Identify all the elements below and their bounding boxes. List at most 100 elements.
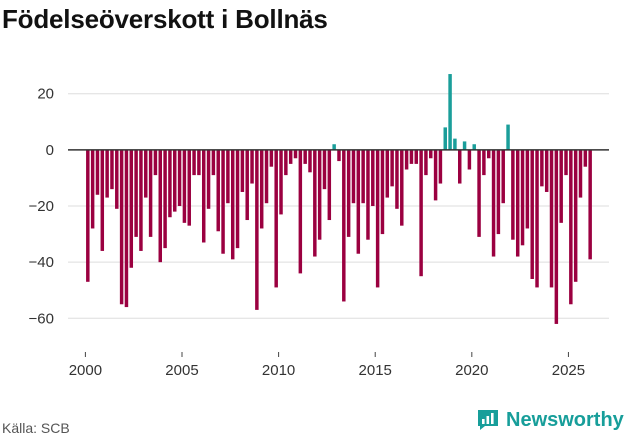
- bar: [559, 149, 563, 223]
- bar: [569, 149, 573, 305]
- x-tick-label: 2010: [262, 362, 295, 379]
- bar: [221, 149, 225, 254]
- bar: [573, 149, 578, 282]
- bar: [226, 149, 230, 204]
- bar: [240, 149, 245, 192]
- bar: [424, 149, 428, 176]
- bar: [139, 149, 143, 251]
- bar: [201, 149, 206, 243]
- bar: [332, 144, 336, 150]
- bar: [264, 149, 269, 204]
- bar: [535, 149, 539, 288]
- bar: [342, 149, 346, 302]
- bar: [530, 149, 534, 279]
- bar: [211, 149, 216, 176]
- bar: [303, 149, 307, 164]
- bar: [90, 149, 95, 229]
- bar: [578, 149, 583, 198]
- bar: [337, 149, 341, 162]
- bar: [168, 149, 172, 218]
- grid-lines: [68, 93, 609, 319]
- x-tick-label: 2025: [552, 362, 585, 379]
- bar: [86, 149, 90, 282]
- bar: [554, 149, 559, 324]
- bar: [515, 149, 520, 257]
- bar: [544, 149, 549, 192]
- bar: [124, 149, 129, 308]
- bar: [158, 149, 162, 263]
- bar: [216, 149, 220, 232]
- bar: [390, 149, 394, 187]
- bar: [255, 149, 259, 310]
- brand-name: Newsworthy: [506, 408, 624, 431]
- bar: [520, 149, 525, 246]
- bar: [375, 149, 380, 288]
- bar: [129, 149, 134, 268]
- bar: [206, 149, 211, 209]
- bar: [95, 149, 100, 195]
- bar: [351, 149, 356, 204]
- bar: [284, 149, 288, 176]
- bar: [395, 149, 399, 209]
- bar: [496, 149, 501, 235]
- bar: [371, 149, 375, 206]
- bar: [119, 149, 124, 305]
- bar: [279, 149, 283, 215]
- bar: [100, 149, 105, 251]
- bar: [409, 149, 414, 164]
- bar: [462, 141, 467, 150]
- bar: [148, 149, 153, 237]
- bar: [564, 149, 568, 176]
- bar: [245, 149, 249, 221]
- bar: [153, 149, 158, 176]
- bar: [144, 149, 148, 198]
- x-tick-label: 2015: [359, 362, 392, 379]
- bar: [467, 149, 472, 170]
- bar: [293, 149, 298, 159]
- brand-logo[interactable]: Newsworthy: [476, 408, 624, 432]
- bar: [458, 149, 462, 184]
- bar: [540, 149, 544, 187]
- bar-series: [86, 74, 592, 324]
- newsworthy-logo-icon: [478, 410, 498, 430]
- bar: [404, 149, 409, 170]
- bar: [346, 149, 351, 237]
- bar: [482, 149, 486, 176]
- bar: [477, 149, 481, 237]
- bar: [177, 149, 182, 206]
- bar: [414, 149, 419, 164]
- bar: [173, 149, 177, 212]
- y-tick-label: 0: [46, 142, 54, 159]
- bar: [443, 127, 447, 150]
- bar: [356, 149, 361, 254]
- bar: [259, 149, 264, 229]
- bar: [501, 149, 505, 204]
- x-axis: 2000 2005 2010 2015 2020 2025: [69, 352, 585, 379]
- bar: [588, 149, 592, 260]
- bar: [583, 149, 588, 167]
- x-tick-label: 2020: [455, 362, 488, 379]
- bar: [491, 149, 496, 257]
- y-tick-label: −60: [29, 310, 54, 327]
- bar: [308, 149, 312, 173]
- x-tick-label: 2005: [165, 362, 198, 379]
- bar: [230, 149, 235, 260]
- chart-title: Födelseöverskott i Bollnäs: [2, 4, 328, 34]
- bar: [380, 149, 385, 235]
- bar: [549, 149, 554, 288]
- y-tick-label: −40: [29, 254, 54, 271]
- bar: [433, 149, 438, 201]
- bar: [472, 144, 476, 150]
- bar: [327, 149, 332, 221]
- bar: [385, 149, 390, 198]
- bar: [134, 149, 138, 237]
- bar: [313, 149, 317, 257]
- y-tick-label: 20: [37, 86, 54, 103]
- bar: [192, 149, 196, 176]
- bar: [274, 149, 278, 288]
- bar: [486, 149, 491, 159]
- bar: [448, 74, 452, 150]
- bar: [235, 149, 240, 249]
- bar: [298, 149, 303, 274]
- y-tick-label: −20: [29, 198, 54, 215]
